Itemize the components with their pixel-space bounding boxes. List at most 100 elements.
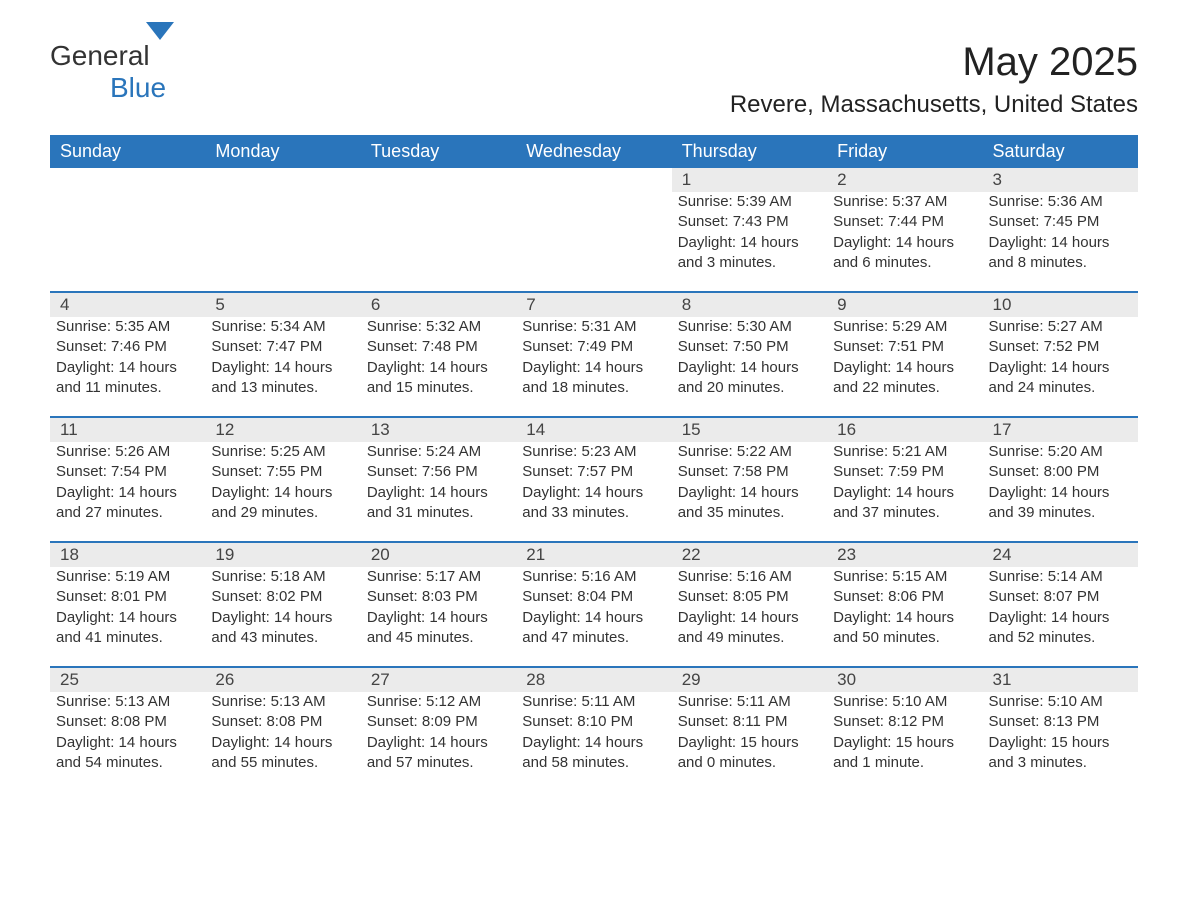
sunset-line: Sunset: 7:50 PM — [678, 337, 821, 357]
sunrise-line: Sunrise: 5:17 AM — [367, 567, 510, 587]
daylight-line: Daylight: 14 hours and 22 minutes. — [833, 358, 976, 399]
sunset-line: Sunset: 8:00 PM — [989, 462, 1132, 482]
day-number-cell: 17 — [983, 417, 1138, 442]
daylight-line: Daylight: 15 hours and 0 minutes. — [678, 733, 821, 774]
daybody-row: Sunrise: 5:39 AMSunset: 7:43 PMDaylight:… — [50, 192, 1138, 292]
sunrise-line: Sunrise: 5:29 AM — [833, 317, 976, 337]
col-sun: Sunday — [50, 135, 205, 168]
sunset-line: Sunset: 8:01 PM — [56, 587, 199, 607]
daylight-line: Daylight: 14 hours and 45 minutes. — [367, 608, 510, 649]
sunrise-line: Sunrise: 5:32 AM — [367, 317, 510, 337]
sunset-line: Sunset: 8:08 PM — [56, 712, 199, 732]
daylight-line: Daylight: 15 hours and 3 minutes. — [989, 733, 1132, 774]
sunset-line: Sunset: 8:04 PM — [522, 587, 665, 607]
daylight-line: Daylight: 14 hours and 31 minutes. — [367, 483, 510, 524]
day-body-cell — [205, 192, 360, 292]
day-number-cell: 20 — [361, 542, 516, 567]
sunrise-line: Sunrise: 5:13 AM — [211, 692, 354, 712]
sunrise-line: Sunrise: 5:16 AM — [678, 567, 821, 587]
sunset-line: Sunset: 7:58 PM — [678, 462, 821, 482]
day-body-cell: Sunrise: 5:29 AMSunset: 7:51 PMDaylight:… — [827, 317, 982, 417]
day-body-cell: Sunrise: 5:10 AMSunset: 8:12 PMDaylight:… — [827, 692, 982, 791]
day-number-cell: 14 — [516, 417, 671, 442]
day-number-cell — [50, 168, 205, 192]
daylight-line: Daylight: 14 hours and 29 minutes. — [211, 483, 354, 524]
sunrise-line: Sunrise: 5:31 AM — [522, 317, 665, 337]
day-number-cell: 23 — [827, 542, 982, 567]
sunset-line: Sunset: 8:08 PM — [211, 712, 354, 732]
col-mon: Monday — [205, 135, 360, 168]
sunset-line: Sunset: 7:54 PM — [56, 462, 199, 482]
sunrise-line: Sunrise: 5:23 AM — [522, 442, 665, 462]
sunset-line: Sunset: 8:13 PM — [989, 712, 1132, 732]
daylight-line: Daylight: 14 hours and 33 minutes. — [522, 483, 665, 524]
day-body-cell: Sunrise: 5:16 AMSunset: 8:04 PMDaylight:… — [516, 567, 671, 667]
day-body-cell: Sunrise: 5:31 AMSunset: 7:49 PMDaylight:… — [516, 317, 671, 417]
sunrise-line: Sunrise: 5:30 AM — [678, 317, 821, 337]
daylight-line: Daylight: 14 hours and 57 minutes. — [367, 733, 510, 774]
daybody-row: Sunrise: 5:35 AMSunset: 7:46 PMDaylight:… — [50, 317, 1138, 417]
day-body-cell: Sunrise: 5:10 AMSunset: 8:13 PMDaylight:… — [983, 692, 1138, 791]
day-body-cell: Sunrise: 5:36 AMSunset: 7:45 PMDaylight:… — [983, 192, 1138, 292]
day-number-cell: 15 — [672, 417, 827, 442]
daylight-line: Daylight: 14 hours and 54 minutes. — [56, 733, 199, 774]
daylight-line: Daylight: 14 hours and 39 minutes. — [989, 483, 1132, 524]
daylight-line: Daylight: 14 hours and 52 minutes. — [989, 608, 1132, 649]
sunrise-line: Sunrise: 5:37 AM — [833, 192, 976, 212]
month-title: May 2025 — [730, 40, 1138, 85]
sunset-line: Sunset: 7:51 PM — [833, 337, 976, 357]
daylight-line: Daylight: 14 hours and 13 minutes. — [211, 358, 354, 399]
sunset-line: Sunset: 7:56 PM — [367, 462, 510, 482]
sunrise-line: Sunrise: 5:12 AM — [367, 692, 510, 712]
sunset-line: Sunset: 8:03 PM — [367, 587, 510, 607]
day-body-cell: Sunrise: 5:34 AMSunset: 7:47 PMDaylight:… — [205, 317, 360, 417]
daybody-row: Sunrise: 5:26 AMSunset: 7:54 PMDaylight:… — [50, 442, 1138, 542]
day-body-cell: Sunrise: 5:20 AMSunset: 8:00 PMDaylight:… — [983, 442, 1138, 542]
daylight-line: Daylight: 14 hours and 27 minutes. — [56, 483, 199, 524]
weekday-header-row: Sunday Monday Tuesday Wednesday Thursday… — [50, 135, 1138, 168]
sunset-line: Sunset: 7:59 PM — [833, 462, 976, 482]
col-sat: Saturday — [983, 135, 1138, 168]
calendar-table: Sunday Monday Tuesday Wednesday Thursday… — [50, 135, 1138, 791]
daybody-row: Sunrise: 5:19 AMSunset: 8:01 PMDaylight:… — [50, 567, 1138, 667]
sunset-line: Sunset: 7:47 PM — [211, 337, 354, 357]
sunset-line: Sunset: 7:57 PM — [522, 462, 665, 482]
day-number-cell: 11 — [50, 417, 205, 442]
day-number-cell: 13 — [361, 417, 516, 442]
col-fri: Friday — [827, 135, 982, 168]
sunrise-line: Sunrise: 5:24 AM — [367, 442, 510, 462]
day-body-cell — [361, 192, 516, 292]
daylight-line: Daylight: 14 hours and 41 minutes. — [56, 608, 199, 649]
day-body-cell: Sunrise: 5:21 AMSunset: 7:59 PMDaylight:… — [827, 442, 982, 542]
day-body-cell: Sunrise: 5:26 AMSunset: 7:54 PMDaylight:… — [50, 442, 205, 542]
sunrise-line: Sunrise: 5:26 AM — [56, 442, 199, 462]
sunset-line: Sunset: 7:44 PM — [833, 212, 976, 232]
day-number-cell — [205, 168, 360, 192]
day-body-cell: Sunrise: 5:12 AMSunset: 8:09 PMDaylight:… — [361, 692, 516, 791]
sunset-line: Sunset: 8:06 PM — [833, 587, 976, 607]
day-body-cell: Sunrise: 5:27 AMSunset: 7:52 PMDaylight:… — [983, 317, 1138, 417]
sunrise-line: Sunrise: 5:16 AM — [522, 567, 665, 587]
day-body-cell: Sunrise: 5:22 AMSunset: 7:58 PMDaylight:… — [672, 442, 827, 542]
sunrise-line: Sunrise: 5:35 AM — [56, 317, 199, 337]
sunset-line: Sunset: 8:07 PM — [989, 587, 1132, 607]
calendar-body: 123Sunrise: 5:39 AMSunset: 7:43 PMDaylig… — [50, 168, 1138, 791]
daynum-row: 18192021222324 — [50, 542, 1138, 567]
daylight-line: Daylight: 14 hours and 11 minutes. — [56, 358, 199, 399]
day-body-cell: Sunrise: 5:11 AMSunset: 8:10 PMDaylight:… — [516, 692, 671, 791]
day-body-cell: Sunrise: 5:16 AMSunset: 8:05 PMDaylight:… — [672, 567, 827, 667]
daybody-row: Sunrise: 5:13 AMSunset: 8:08 PMDaylight:… — [50, 692, 1138, 791]
sunrise-line: Sunrise: 5:11 AM — [522, 692, 665, 712]
day-number-cell: 19 — [205, 542, 360, 567]
day-body-cell: Sunrise: 5:19 AMSunset: 8:01 PMDaylight:… — [50, 567, 205, 667]
day-body-cell: Sunrise: 5:13 AMSunset: 8:08 PMDaylight:… — [205, 692, 360, 791]
col-tue: Tuesday — [361, 135, 516, 168]
daylight-line: Daylight: 14 hours and 20 minutes. — [678, 358, 821, 399]
sunrise-line: Sunrise: 5:13 AM — [56, 692, 199, 712]
day-number-cell: 4 — [50, 292, 205, 317]
daylight-line: Daylight: 14 hours and 6 minutes. — [833, 233, 976, 274]
daylight-line: Daylight: 14 hours and 43 minutes. — [211, 608, 354, 649]
day-number-cell: 22 — [672, 542, 827, 567]
brand-logo: General Blue — [50, 40, 174, 104]
day-number-cell: 26 — [205, 667, 360, 692]
